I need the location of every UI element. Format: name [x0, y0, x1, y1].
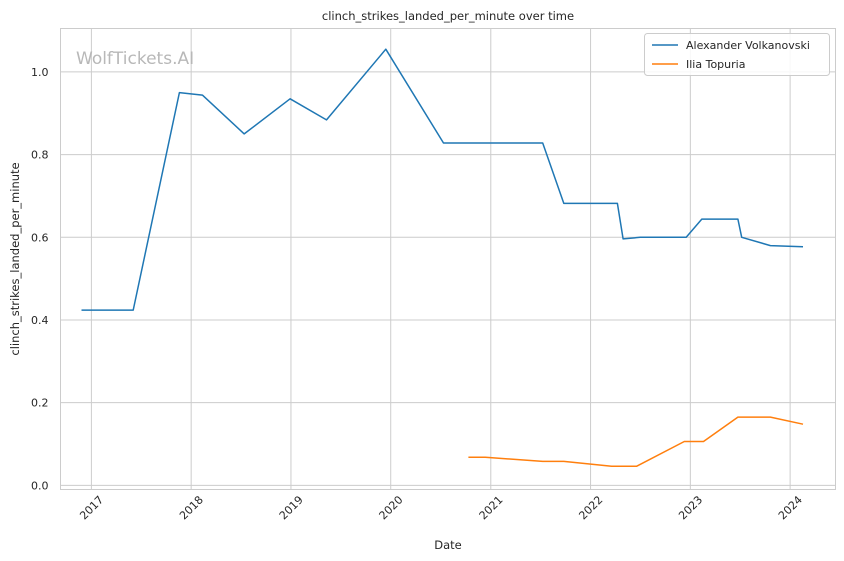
x-tick-label: 2022 [576, 493, 605, 522]
series-line-topuria [468, 416, 804, 468]
y-tick-label: 0.4 [31, 314, 49, 327]
legend-label-volkanovski: Alexander Volkanovski [686, 39, 810, 52]
x-tick-label: 2023 [676, 493, 705, 522]
plot-frame [60, 28, 836, 490]
x-tick-label: 2018 [177, 493, 206, 522]
watermark: WolfTickets.AI [76, 49, 194, 69]
legend: Alexander Volkanovski Ilia Topuria [644, 33, 830, 76]
x-tick-label: 2020 [377, 493, 406, 522]
x-tick-label: 2024 [776, 493, 805, 522]
series-line-volkanovski [81, 48, 804, 311]
x-tick-label: 2021 [477, 493, 506, 522]
x-tick-label: 2017 [77, 493, 106, 522]
y-tick-label: 0.6 [31, 231, 49, 244]
y-tick-label: 0.2 [31, 397, 49, 410]
x-tick-label: 2019 [277, 493, 306, 522]
y-tick-label: 0.8 [31, 149, 49, 162]
x-axis-label: Date [434, 538, 462, 552]
tick-labels: 2017 2018 2019 2020 2021 2022 2023 2024 0.0 0.2 0.… [31, 66, 805, 522]
chart-title: clinch_strikes_landed_per_minute over ti… [322, 9, 574, 23]
y-axis-label: clinch_strikes_landed_per_minute [8, 162, 22, 355]
y-tick-label: 0.0 [31, 479, 49, 492]
legend-label-topuria: Ilia Topuria [686, 58, 745, 71]
legend-box [644, 33, 830, 76]
series-lines [81, 48, 804, 468]
grid-lines [60, 28, 836, 490]
y-tick-label: 1.0 [31, 66, 49, 79]
